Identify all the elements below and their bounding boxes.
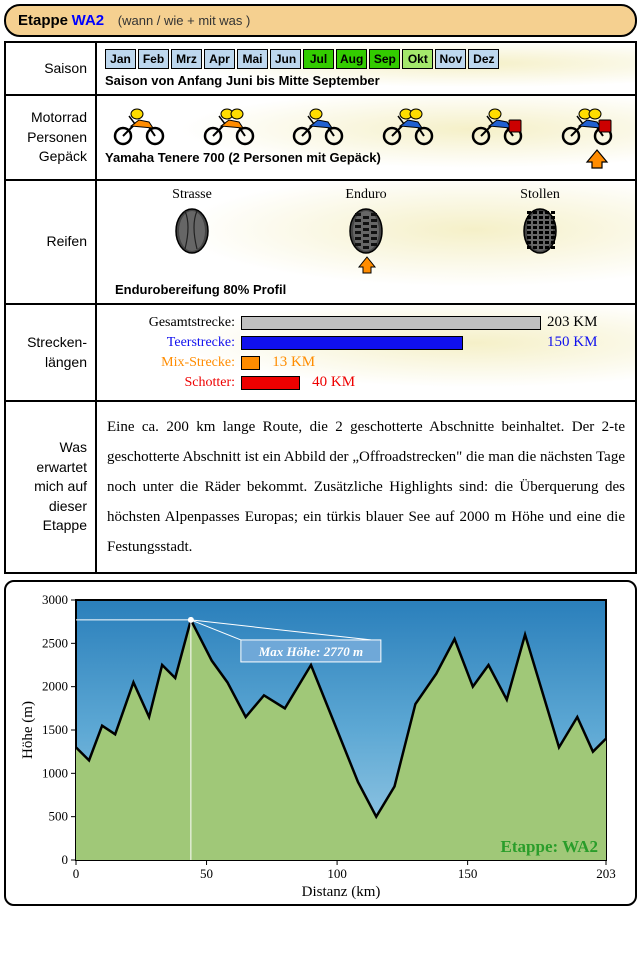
svg-text:0: 0 [72,866,79,881]
elevation-chart-box: 0 500 1000 1500 2000 2500 3000 0 50 100 150 203 Dist… [4,580,637,906]
svg-text:100: 100 [327,866,347,881]
svg-text:1500: 1500 [42,722,68,737]
info-table: Saison JanFebMrzAprMaiJunJulAugSepOktNov… [4,41,637,574]
month-jun: Jun [270,49,301,69]
dist-row: Schotter: 40 KM [105,374,627,391]
bike-variant-0 [109,106,169,146]
tire-knobby: Stollen [453,187,627,278]
month-dez: Dez [468,49,499,69]
distance-bars: Gesamtstrecke: 203 KM Teerstrecke: 150 K… [96,304,636,401]
month-mai: Mai [237,49,268,69]
bike-text: Yamaha Tenere 700 (2 Personen mit Gepäck… [105,150,381,165]
month-feb: Feb [138,49,169,69]
svg-text:Distanz (km): Distanz (km) [301,884,380,900]
bike-selected-arrow [585,148,609,173]
elevation-chart: 0 500 1000 1500 2000 2500 3000 0 50 100 150 203 Dist… [16,590,626,900]
dist-row: Teerstrecke: 150 KM [105,334,627,351]
row-distances: Strecken- längen Gesamtstrecke: 203 KM T… [5,304,636,401]
svg-text:1000: 1000 [42,765,68,780]
month-jul: Jul [303,49,334,69]
month-nov: Nov [435,49,466,69]
svg-text:3000: 3000 [42,592,68,607]
svg-text:203: 203 [596,866,616,881]
svg-text:2000: 2000 [42,679,68,694]
svg-text:Höhe (m): Höhe (m) [20,701,36,759]
bike-variant-1 [199,106,259,146]
header-code: WA2 [72,12,105,29]
tires-text: Endurobereifung 80% Profil [115,282,627,297]
distances-label: Strecken- längen [5,304,96,401]
bike-variant-5 [557,106,617,146]
month-jan: Jan [105,49,136,69]
header-subtitle: (wann / wie + mit was ) [118,13,251,28]
row-season: Saison JanFebMrzAprMaiJunJulAugSepOktNov… [5,42,636,95]
month-mrz: Mrz [171,49,202,69]
tire-types: Strasse Enduro Stollen [105,187,627,278]
row-description: Was erwartet mich auf dieser Etappe Eine… [5,401,636,573]
months-grid: JanFebMrzAprMaiJunJulAugSepOktNovDez [105,49,627,69]
season-text: Saison von Anfang Juni bis Mitte Septemb… [105,73,627,88]
bike-variant-3 [378,106,438,146]
header-title: Etappe [18,12,68,29]
stage-header: Etappe WA2 (wann / wie + mit was ) [4,4,637,37]
description-text: Eine ca. 200 km lange Route, die 2 gesch… [105,408,627,566]
tire-enduro: Enduro [279,187,453,278]
svg-text:50: 50 [200,866,213,881]
dist-row: Gesamtstrecke: 203 KM [105,314,627,331]
dist-row: Mix-Strecke: 13 KM [105,354,627,371]
bike-variants [105,102,627,148]
svg-text:0: 0 [61,852,68,867]
bike-variant-2 [288,106,348,146]
tires-label: Reifen [5,180,96,304]
bike-variant-4 [467,106,527,146]
month-okt: Okt [402,49,433,69]
svg-text:500: 500 [48,809,68,824]
row-bike: Motorrad Personen Gepäck [5,95,636,180]
svg-text:Max Höhe: 2770 m: Max Höhe: 2770 m [257,644,362,659]
month-aug: Aug [336,49,367,69]
description-label: Was erwartet mich auf dieser Etappe [5,401,96,573]
svg-text:2500: 2500 [42,635,68,650]
season-label: Saison [5,42,96,95]
month-apr: Apr [204,49,235,69]
row-tires: Reifen Strasse Enduro Stollen Endurobere… [5,180,636,304]
bike-label: Motorrad Personen Gepäck [5,95,96,180]
svg-text:150: 150 [457,866,477,881]
tire-street: Strasse [105,187,279,278]
svg-text:Etappe: WA2: Etappe: WA2 [500,837,597,856]
month-sep: Sep [369,49,400,69]
